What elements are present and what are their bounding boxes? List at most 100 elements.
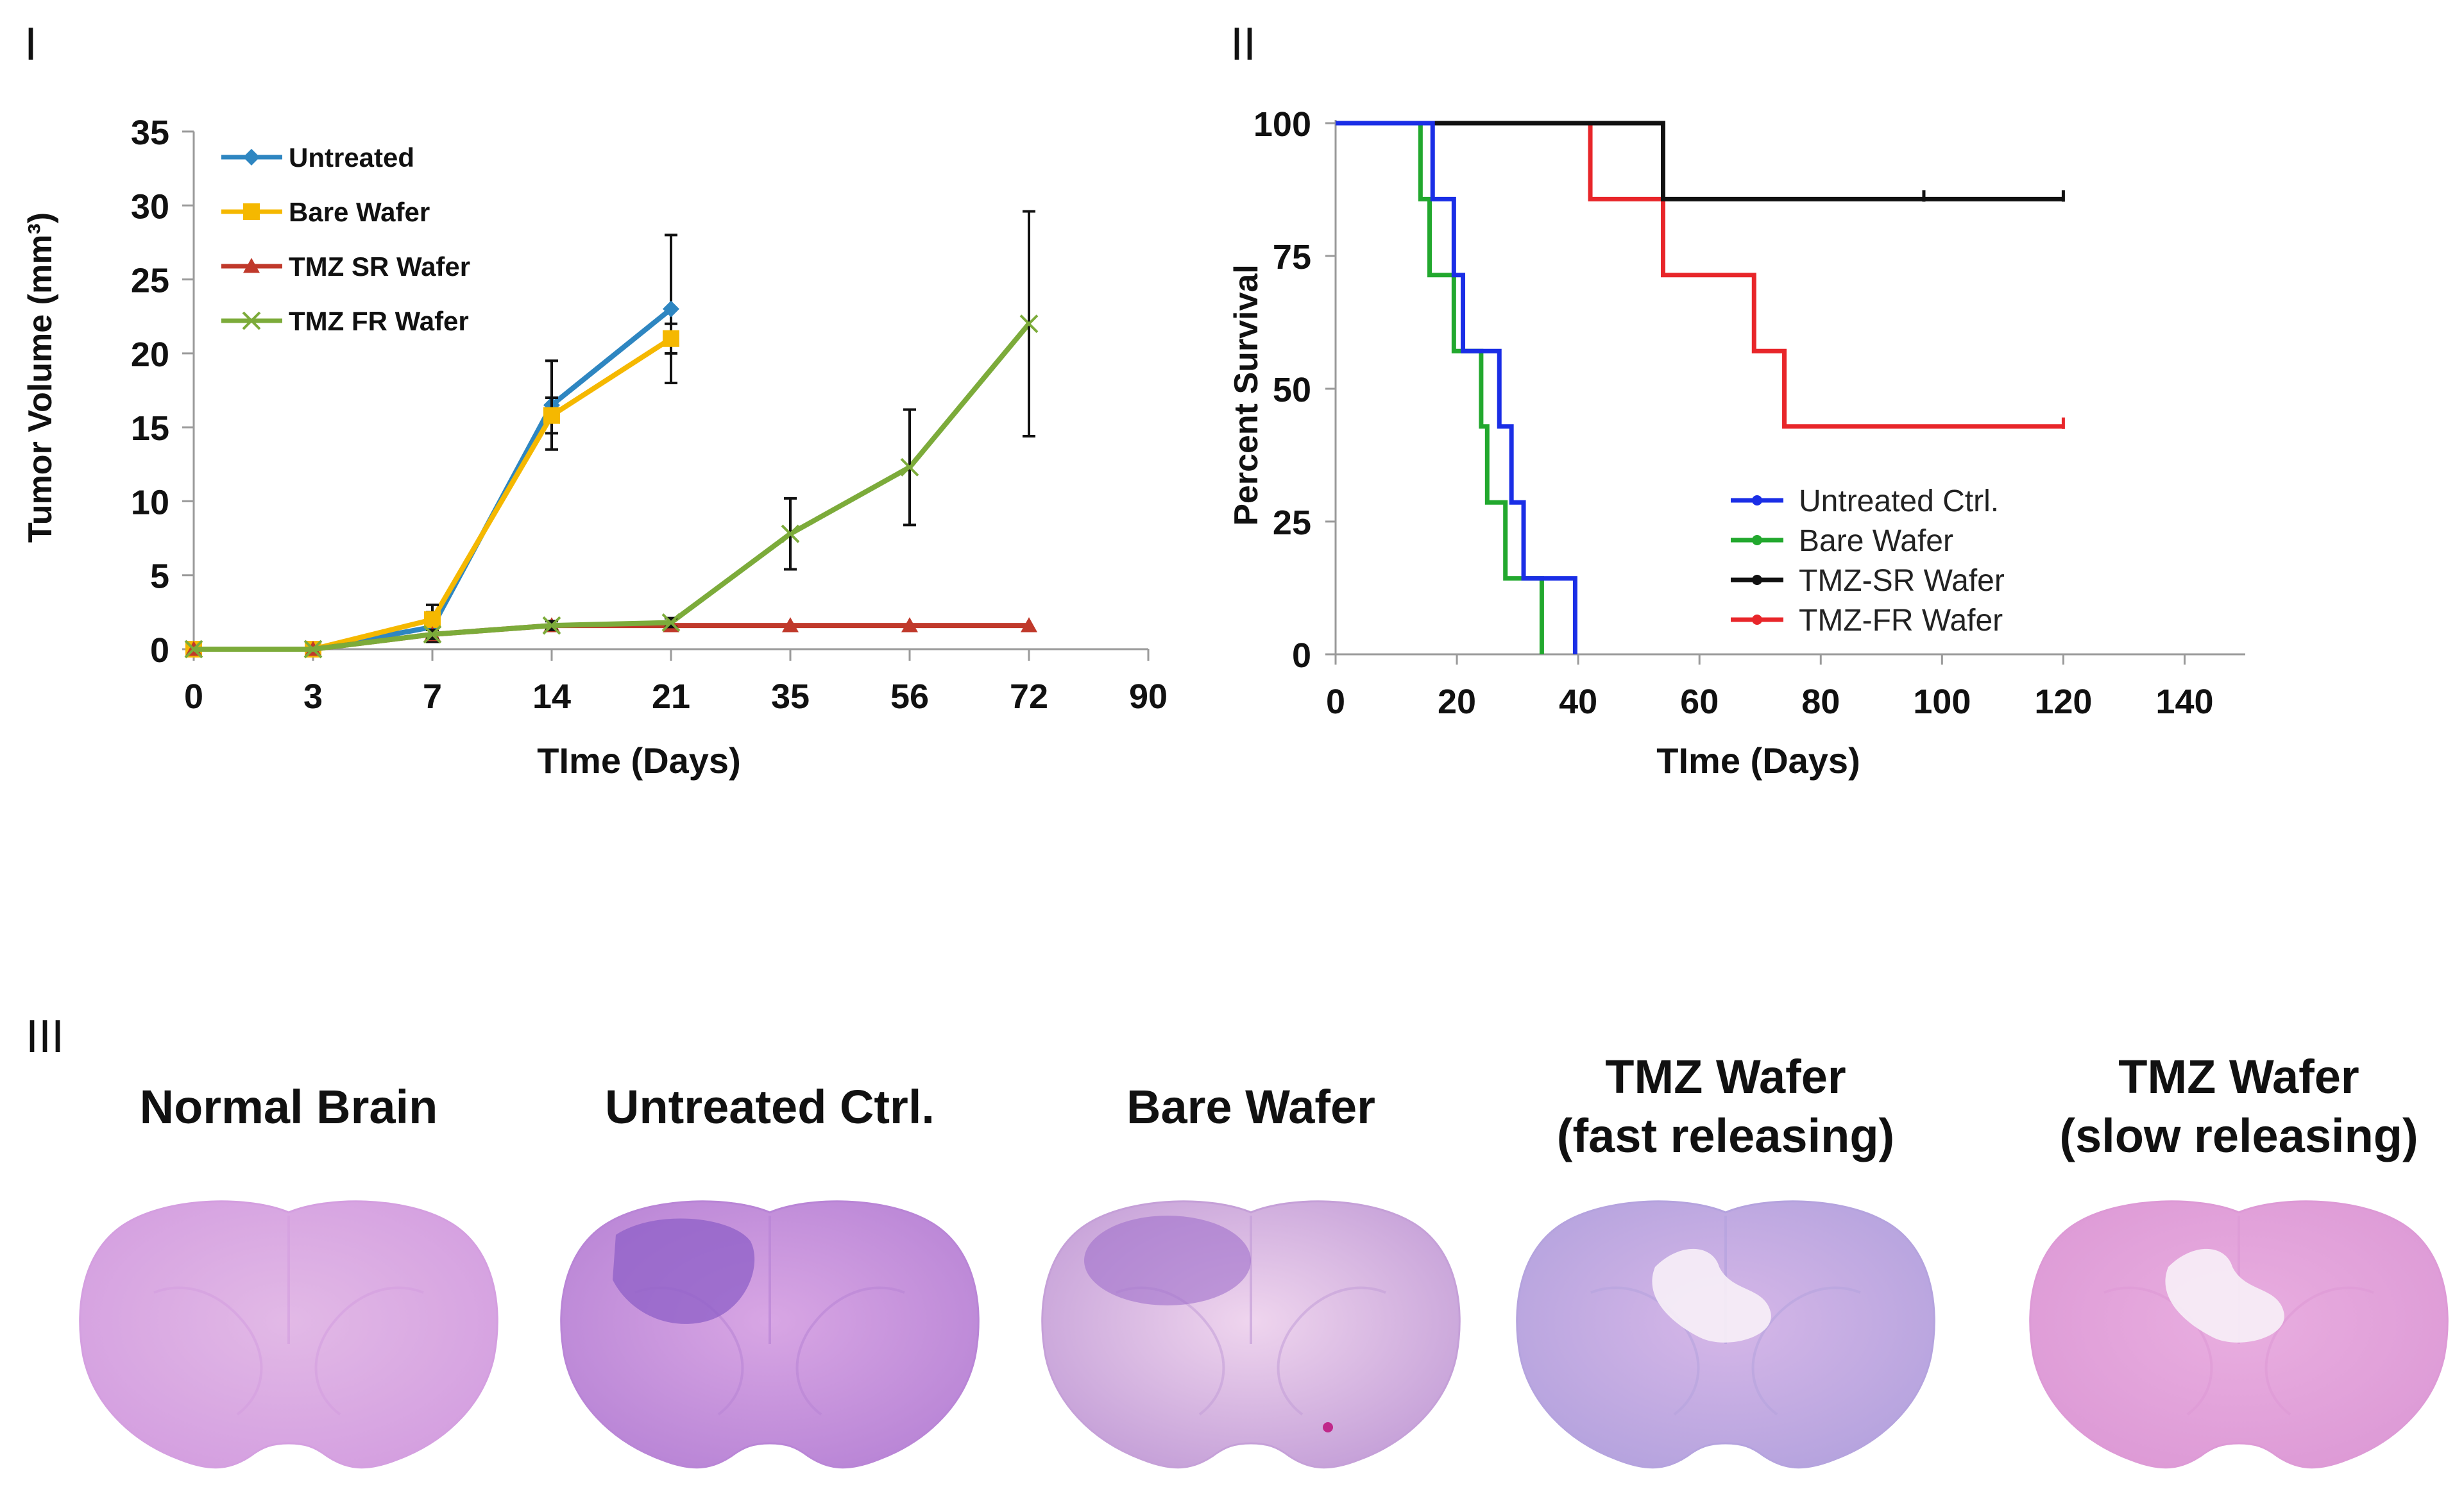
- legend-label: TMZ FR Wafer: [289, 306, 469, 336]
- data-point: [184, 640, 203, 659]
- hippocampus-right: [2264, 1286, 2374, 1416]
- x-axis-title: TIme (Days): [537, 740, 740, 781]
- legend-label: Bare Wafer: [1799, 524, 1953, 558]
- brain-title: Normal Brain: [32, 1078, 545, 1137]
- legend-marker: [242, 311, 261, 330]
- x-tick-label: 120: [2034, 683, 2092, 721]
- brain-title: Untreated Ctrl.: [513, 1078, 1026, 1137]
- cavity-region: [1652, 1248, 1771, 1343]
- survival-curve: [1336, 121, 1544, 654]
- legend-marker: [1752, 535, 1762, 545]
- legend-label: Untreated: [289, 142, 414, 173]
- legend-marker: [1752, 495, 1762, 505]
- x-tick-label: 56: [890, 677, 929, 716]
- legend-marker: [243, 258, 260, 273]
- y-tick-label: 25: [131, 262, 169, 300]
- tumor-volume-chart: 0 5 10 15 20 25 30 35 0 3 7 14 21 35 56 72 90 TIme (Days)…: [22, 114, 1168, 781]
- legend-label: TMZ-FR Wafer: [1799, 604, 2003, 638]
- y-tick-label: 35: [131, 114, 169, 152]
- brain-title-line: (fast releasing): [1556, 1109, 1895, 1162]
- panel-label-one: I: [24, 19, 38, 70]
- data-point: [901, 617, 918, 633]
- x-tick-label: 72: [1010, 677, 1048, 716]
- x-tick-label: 3: [303, 677, 323, 716]
- y-tick-label: 30: [131, 187, 169, 226]
- y-tick-label: 5: [150, 557, 169, 596]
- x-tick-label: 20: [1438, 683, 1476, 721]
- x-tick-label: 21: [652, 677, 690, 716]
- brain-title: TMZ Wafer (fast releasing): [1469, 1048, 1982, 1166]
- brain-title: Bare Wafer: [994, 1078, 1508, 1137]
- data-point: [663, 330, 679, 347]
- data-point: [1019, 314, 1039, 334]
- x-tick-label: 0: [184, 677, 203, 716]
- survival-chart: 0 25 50 75 100 0 20 40 60 80 100 120 140 TIme (Days) P…: [1228, 105, 2245, 781]
- legend-label: Untreated Ctrl.: [1799, 484, 1999, 518]
- cavity-region: [2165, 1248, 2284, 1343]
- x-tick-label: 7: [423, 677, 442, 716]
- brain-section-image: [1516, 1200, 1935, 1469]
- data-point: [661, 613, 681, 632]
- x-tick-label: 60: [1680, 683, 1719, 721]
- legend-label: Bare Wafer: [289, 197, 430, 227]
- survival-curve: [1336, 121, 1577, 654]
- hippocampus-left: [2103, 1286, 2213, 1416]
- y-tick-label: 100: [1253, 105, 1311, 144]
- survival-curve: [1336, 121, 2064, 429]
- y-tick-label: 50: [1273, 371, 1311, 409]
- y-axis-title: Tumor Volume (mm³): [22, 212, 59, 543]
- x-tick-label: 100: [1913, 683, 1971, 721]
- data-point: [424, 611, 441, 628]
- y-tick-label: 0: [150, 631, 169, 670]
- brain-title-line: Bare Wafer: [1126, 1080, 1375, 1134]
- data-point: [663, 300, 679, 318]
- panel-label-three: III: [26, 1011, 65, 1062]
- data-point: [543, 407, 560, 424]
- x-axis-title: TIme (Days): [1656, 740, 1860, 781]
- tumor-region: [613, 1218, 755, 1324]
- data-point: [900, 457, 919, 477]
- y-axis-title: Percent Survival: [1228, 264, 1265, 526]
- y-tick-label: 20: [131, 335, 169, 374]
- brain-section-image: [79, 1200, 498, 1469]
- x-tick-label: 80: [1801, 683, 1840, 721]
- x-tick-label: 140: [2155, 683, 2213, 721]
- data-point: [423, 625, 442, 644]
- data-point: [1021, 617, 1037, 633]
- legend-label: TMZ SR Wafer: [289, 251, 470, 282]
- panel-label-two: II: [1230, 19, 1257, 70]
- series-line: [194, 307, 673, 652]
- brain-title: TMZ Wafer (slow releasing): [1982, 1048, 2464, 1166]
- x-tick-label: 0: [1326, 683, 1345, 721]
- y-tick-label: 15: [131, 409, 169, 448]
- brain-title-line: Untreated Ctrl.: [605, 1080, 935, 1134]
- brain-title-line: TMZ Wafer: [1605, 1050, 1846, 1103]
- brain-section-image: [1041, 1200, 1461, 1469]
- data-point: [781, 524, 800, 543]
- data-point: [782, 617, 799, 633]
- series-line: [194, 336, 673, 652]
- brain-title-line: Normal Brain: [139, 1080, 438, 1134]
- hippocampus-left: [1590, 1286, 1700, 1416]
- legend-marker: [1752, 615, 1762, 625]
- x-tick-label: 40: [1559, 683, 1597, 721]
- tumor-region: [1084, 1216, 1251, 1305]
- brain-section-image: [560, 1200, 980, 1469]
- y-tick-label: 25: [1273, 504, 1311, 542]
- data-point: [303, 640, 323, 659]
- hippocampus-right: [795, 1286, 905, 1416]
- y-tick-label: 10: [131, 483, 169, 522]
- x-tick-label: 14: [532, 677, 571, 716]
- series-line: [194, 322, 1032, 652]
- x-tick-label: 35: [771, 677, 810, 716]
- brain-histology-panel: Normal Brain Untreated Ctrl. Bare Wafer TMZ…: [0, 1026, 2464, 1503]
- legend-marker: [1752, 575, 1762, 585]
- hippocampus-right: [1277, 1286, 1386, 1416]
- hippocampus-right: [1751, 1286, 1861, 1416]
- brain-section-image: [2029, 1200, 2449, 1469]
- y-tick-label: 0: [1292, 636, 1311, 675]
- legend-label: TMZ-SR Wafer: [1799, 564, 2005, 598]
- brain-title-line: (slow releasing): [2059, 1109, 2418, 1162]
- hippocampus-right: [314, 1286, 424, 1416]
- data-point: [542, 616, 561, 635]
